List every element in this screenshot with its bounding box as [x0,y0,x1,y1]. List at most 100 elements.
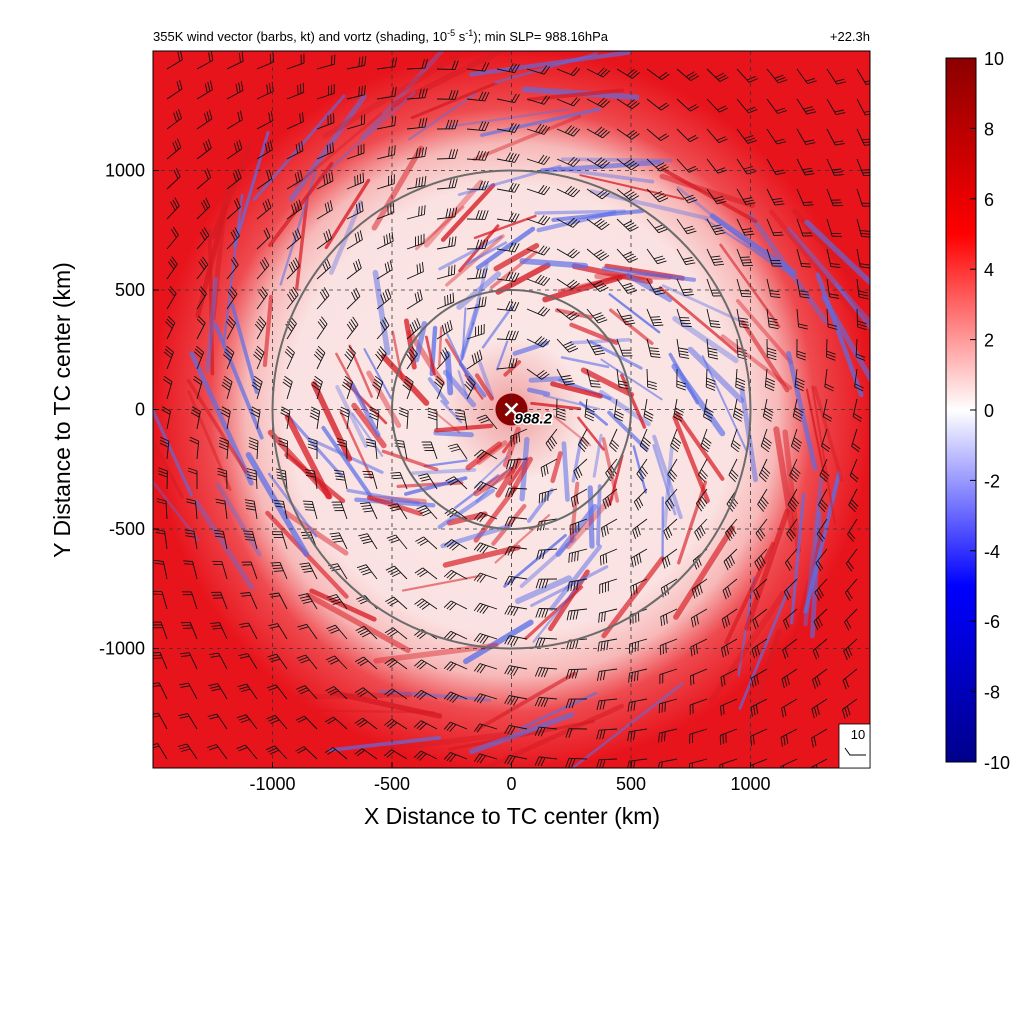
wind-barb [844,578,858,602]
positive-vorticity-streak [811,385,836,525]
negative-vorticity-streak [532,576,587,643]
negative-vorticity-streak [803,476,824,627]
wind-barb [226,51,244,70]
wind-barb [600,518,618,538]
negative-vorticity-streak [786,350,818,471]
y-tick-label: 0 [135,400,145,420]
wind-barb [166,109,182,130]
wind-barb [586,368,601,388]
negative-vorticity-streak [480,107,601,137]
wind-barb [241,561,258,580]
wind-barb [436,292,455,310]
wind-barb [673,398,684,422]
wind-barb [346,114,366,130]
wind-barb [286,53,305,70]
wind-barb [565,668,588,679]
positive-vorticity-streak [410,81,498,120]
wind-barb [324,747,348,760]
wind-barb [586,126,611,139]
negative-vorticity-streak [569,337,631,345]
wind-barb [434,375,445,400]
wind-barb [732,398,744,422]
negative-vorticity-streak [551,208,645,222]
negative-vorticity-streak [465,241,508,266]
wind-barb [444,539,468,551]
wind-barb [628,668,648,683]
wind-barb [436,149,459,160]
wind-barb [153,682,168,700]
positive-vorticity-streak [423,179,484,248]
positive-vorticity-streak [283,510,349,556]
wind-barb [719,758,738,768]
wind-barb [565,757,588,768]
wind-barb [180,621,198,640]
wind-barb [496,271,520,282]
wind-barb [630,578,648,596]
time-label: +22.3h [830,29,870,44]
y-axis: -1000 -500 0 500 1000 [99,161,159,659]
positive-vorticity-streak [550,451,563,484]
wind-barb [443,751,468,763]
wind-barb [700,428,712,453]
negative-vorticity-streak [372,269,391,356]
wind-barb [676,128,699,143]
wind-barb [226,139,243,160]
wind-barb [706,128,728,144]
wind-barb [385,565,408,580]
positive-vorticity-streak [403,318,417,370]
wind-barb [616,248,638,263]
wind-barb [166,51,183,70]
wind-barb [443,661,468,672]
positive-vorticity-streak [294,112,383,187]
negative-vorticity-streak [701,355,747,451]
wind-barb [826,278,839,299]
wind-barb [755,518,768,542]
positive-vorticity-streak [510,456,533,493]
wind-barb [721,608,738,629]
positive-vorticity-streak [295,691,412,700]
negative-vorticity-streak [457,370,468,396]
wind-barb [454,409,468,430]
wind-barb [165,315,176,340]
wind-barb [218,436,229,460]
wind-barb [695,488,708,512]
wind-barb [720,698,738,716]
negative-vorticity-streak [445,108,571,129]
negative-vorticity-streak [469,51,631,77]
wind-barb [556,368,575,386]
negative-vorticity-streak [514,575,573,605]
wind-barb [211,591,228,610]
wind-barb [826,338,836,361]
positive-vorticity-streak [317,709,436,714]
negative-vorticity-streak [350,382,381,438]
wind-barb [796,158,815,176]
wind-barb [538,488,558,504]
wind-barb [786,518,798,542]
wind-barb [660,608,678,627]
wind-barb [473,663,498,674]
positive-vorticity-streak [769,209,870,334]
range-ring [271,169,752,650]
wind-barb [750,728,768,746]
negative-vorticity-streak [608,293,661,334]
wind-barb [694,518,708,541]
wind-barb [346,172,365,190]
wind-barb [466,91,490,102]
negative-vorticity-streak [316,91,416,181]
wind-barb [567,578,588,592]
wind-barb [327,594,348,610]
wind-barb [256,169,273,190]
positive-vorticity-streak [262,294,274,367]
positive-vorticity-streak [475,671,577,732]
y-tick-label: 500 [115,280,145,300]
wind-barb [226,81,244,100]
colorbar-tick-label: 4 [984,260,994,280]
positive-vorticity-streak [773,426,796,537]
positive-vorticity-streak [339,410,373,480]
wind-barb [183,560,198,580]
wind-barb [316,83,335,100]
wind-barb [818,488,829,513]
wind-barb [676,308,692,327]
wind-barb [719,728,738,745]
negative-vorticity-streak [570,682,684,768]
